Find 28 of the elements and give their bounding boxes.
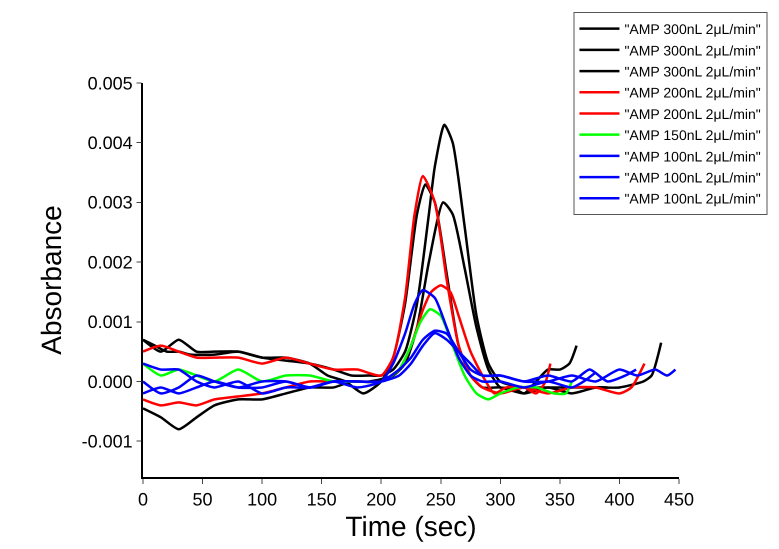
legend-label: "AMP 100nL 2μL/min": [624, 190, 761, 207]
x-tick-label: 100: [247, 489, 278, 510]
x-tick-label: 250: [426, 489, 456, 510]
x-tick-label: 350: [544, 489, 575, 510]
legend-label: "AMP 150nL 2μL/min": [624, 127, 761, 144]
x-tick-label: 300: [485, 489, 516, 510]
y-tick-label: -0.001: [82, 431, 133, 452]
y-tick-label: 0.003: [88, 192, 133, 213]
y-tick-label: 0.001: [88, 312, 133, 332]
x-tick-label: 400: [604, 489, 634, 510]
y-tick-label: 0.004: [88, 133, 133, 153]
legend-label: "AMP 100nL 2μL/min": [624, 170, 761, 186]
x-tick-label: 0: [138, 489, 148, 510]
legend-label: "AMP 300nL 2μL/min": [624, 64, 761, 80]
x-tick-label: 50: [192, 489, 213, 510]
legend-label: "AMP 100nL 2μL/min": [624, 148, 761, 164]
y-tick-label: 0.002: [88, 252, 133, 272]
x-tick-label: 200: [366, 489, 396, 510]
y-tick-label: 0.000: [88, 372, 133, 392]
y-axis-title: Absorbance: [36, 205, 67, 355]
legend-label: "AMP 300nL 2μL/min": [624, 42, 761, 58]
legend-label: "AMP 200nL 2μL/min": [624, 106, 761, 122]
x-axis-title: Time (sec): [345, 510, 477, 542]
legend-label: "AMP 200nL 2μL/min": [624, 84, 761, 101]
y-tick-label: 0.005: [88, 73, 133, 94]
legend-label: "AMP 300nL 2μL/min": [624, 21, 761, 38]
x-tick-label: 150: [306, 489, 337, 510]
x-tick-label: 450: [664, 489, 694, 510]
